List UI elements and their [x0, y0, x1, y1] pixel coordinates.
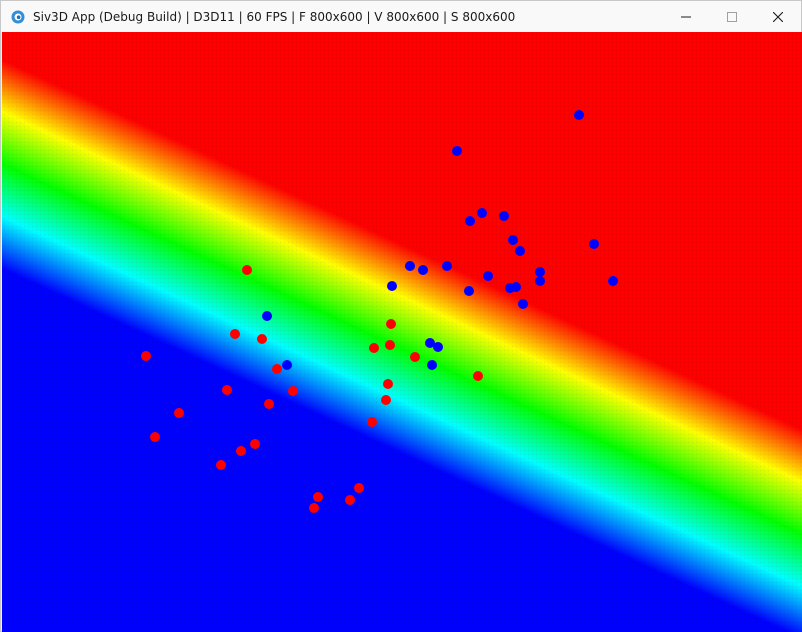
blue-data-point: [499, 211, 509, 221]
blue-data-point: [608, 276, 618, 286]
red-data-point: [369, 343, 379, 353]
red-data-point: [257, 334, 267, 344]
title-bar[interactable]: Siv3D App (Debug Build) | D3D11 | 60 FPS…: [1, 1, 801, 32]
close-icon: [772, 7, 784, 26]
blue-data-point: [464, 286, 474, 296]
red-data-point: [216, 460, 226, 470]
blue-data-point: [535, 267, 545, 277]
window-controls: [663, 1, 801, 32]
red-data-point: [272, 364, 282, 374]
red-data-point: [288, 386, 298, 396]
red-data-point: [367, 417, 377, 427]
blue-data-point: [282, 360, 292, 370]
blue-data-point: [452, 146, 462, 156]
red-data-point: [250, 439, 260, 449]
red-data-point: [309, 503, 319, 513]
blue-data-point: [589, 239, 599, 249]
red-data-point: [313, 492, 323, 502]
data-points-layer: [141, 110, 618, 513]
app-icon: [10, 9, 26, 25]
red-data-point: [264, 399, 274, 409]
blue-data-point: [427, 360, 437, 370]
blue-data-point: [535, 276, 545, 286]
blue-data-point: [262, 311, 272, 321]
window-title: Siv3D App (Debug Build) | D3D11 | 60 FPS…: [33, 9, 516, 24]
blue-data-point: [483, 271, 493, 281]
red-data-point: [354, 483, 364, 493]
blue-data-point: [442, 261, 452, 271]
red-data-point: [141, 351, 151, 361]
red-data-point: [174, 408, 184, 418]
minimize-button[interactable]: [663, 1, 709, 32]
red-data-point: [386, 319, 396, 329]
red-data-point: [473, 371, 483, 381]
close-button[interactable]: [755, 1, 801, 32]
minimize-icon: [681, 7, 691, 26]
blue-data-point: [433, 342, 443, 352]
blue-data-point: [418, 265, 428, 275]
red-data-point: [242, 265, 252, 275]
blue-data-point: [511, 282, 521, 292]
maximize-icon: [727, 7, 737, 26]
maximize-button[interactable]: [709, 1, 755, 32]
blue-data-point: [425, 338, 435, 348]
blue-data-point: [477, 208, 487, 218]
red-data-point: [345, 495, 355, 505]
red-data-point: [385, 340, 395, 350]
app-canvas[interactable]: [2, 32, 802, 632]
blue-data-point: [405, 261, 415, 271]
red-data-point: [410, 352, 420, 362]
blue-data-point: [515, 246, 525, 256]
blue-data-point: [518, 299, 528, 309]
decision-boundary-background: [2, 32, 802, 632]
blue-data-point: [508, 235, 518, 245]
blue-data-point: [574, 110, 584, 120]
blue-data-point: [387, 281, 397, 291]
red-data-point: [383, 379, 393, 389]
red-data-point: [222, 385, 232, 395]
red-data-point: [236, 446, 246, 456]
red-data-point: [230, 329, 240, 339]
blue-data-point: [465, 216, 475, 226]
red-data-point: [150, 432, 160, 442]
red-data-point: [381, 395, 391, 405]
